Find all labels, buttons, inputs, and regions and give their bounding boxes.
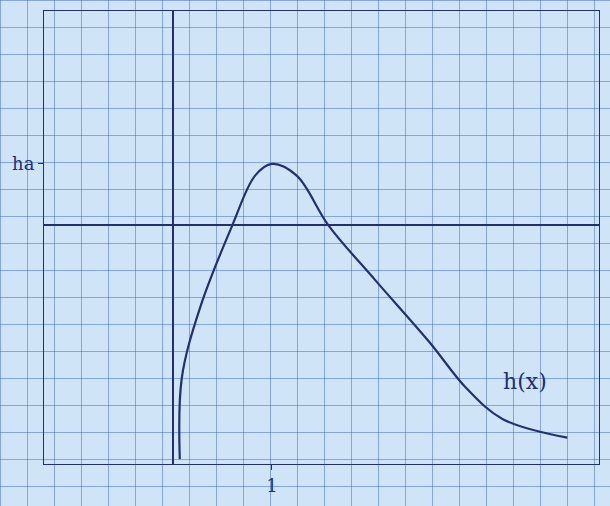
svg-text:1: 1 bbox=[266, 475, 277, 496]
svg-text:ha: ha bbox=[12, 153, 35, 174]
svg-text:h(x): h(x) bbox=[503, 369, 547, 394]
